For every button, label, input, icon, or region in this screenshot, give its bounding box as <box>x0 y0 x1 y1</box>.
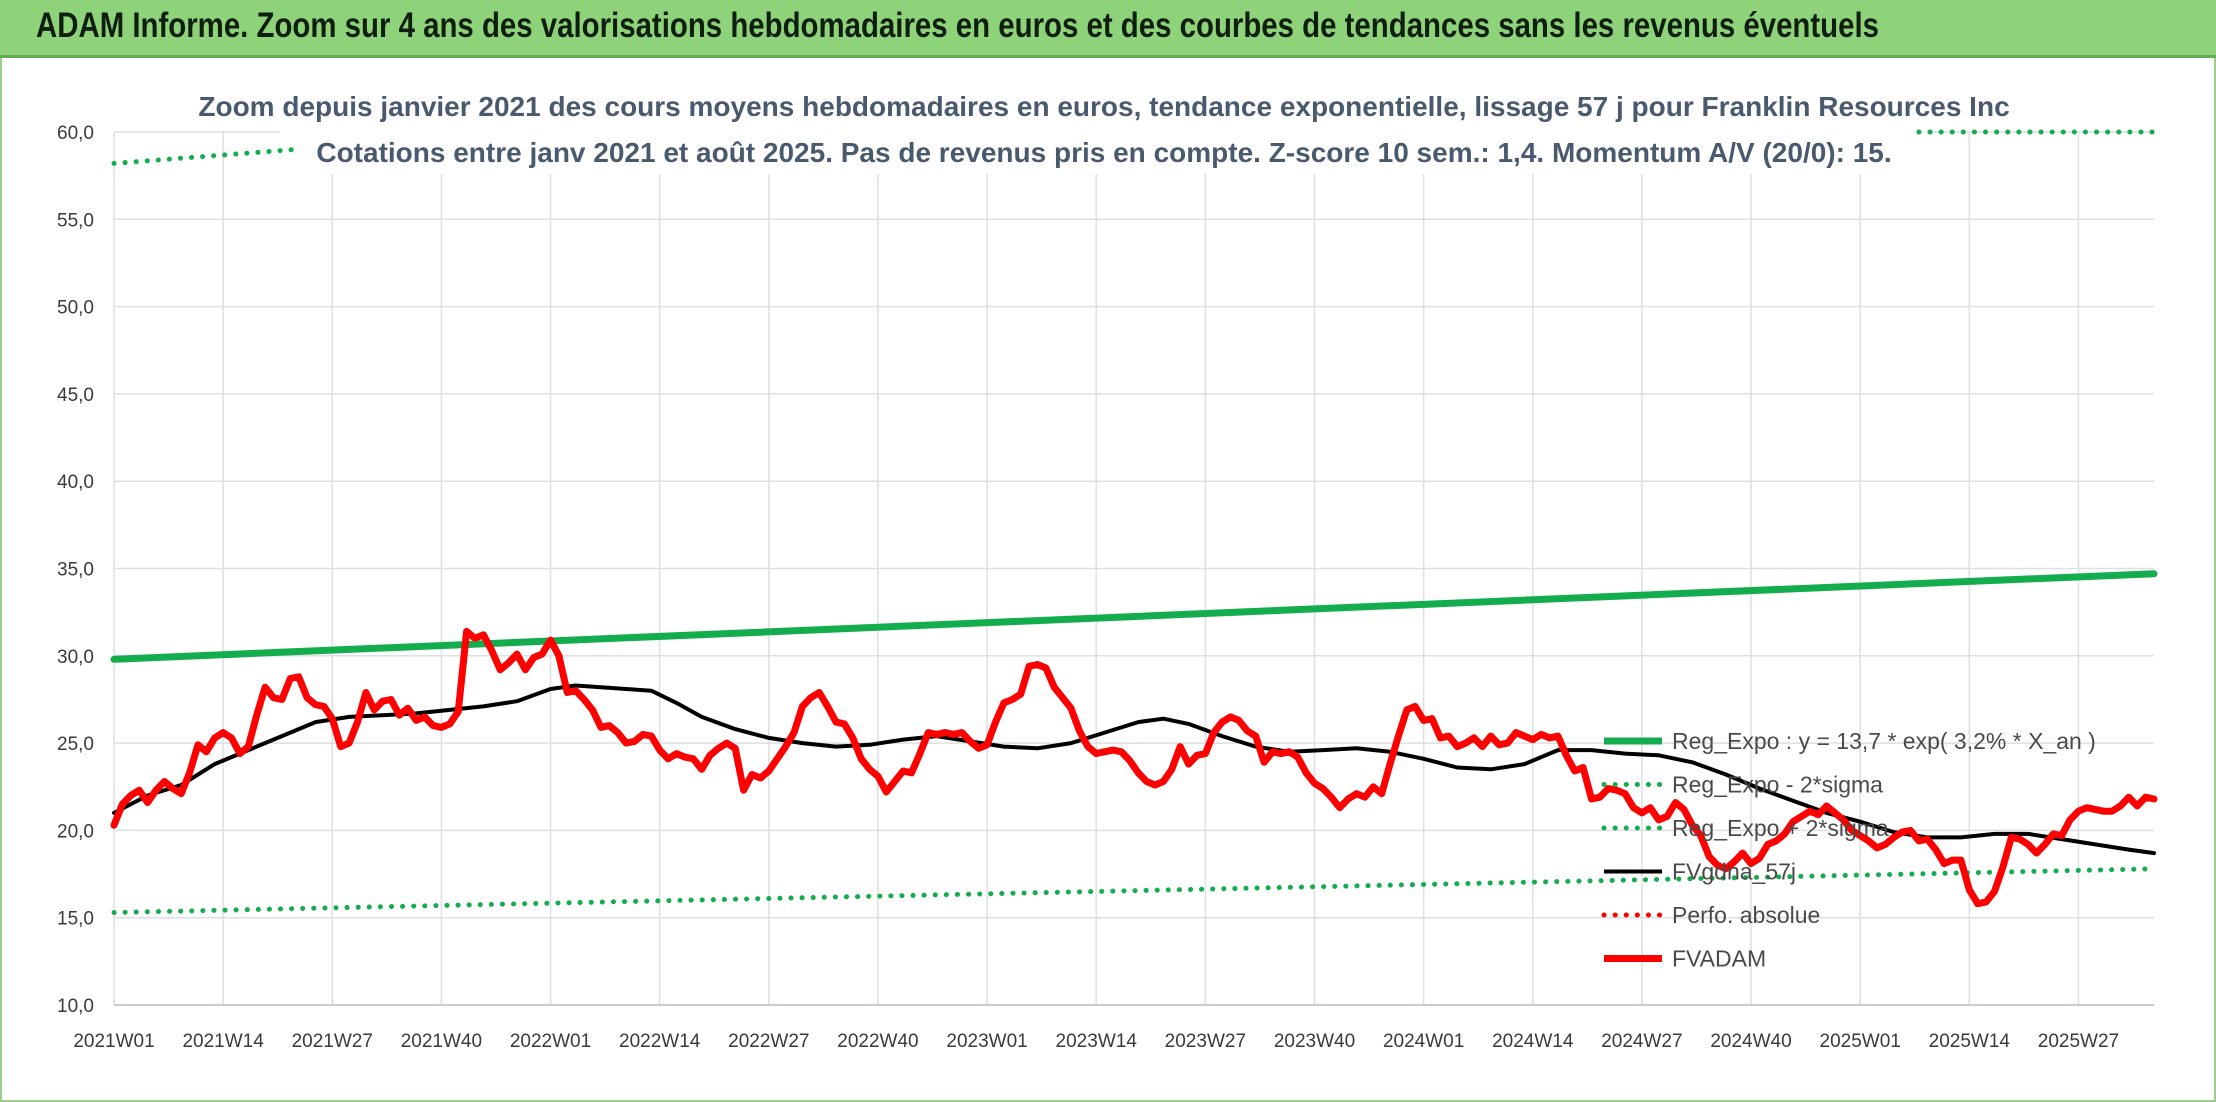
x-axis-tick-labels: 2021W01 2021W14 2021W27 2021W40 2022W01 2022W… <box>73 1031 2119 1052</box>
chart-grid <box>113 131 2154 1006</box>
x-tick-label: 2021W14 <box>182 1031 264 1052</box>
x-tick-label: 2022W27 <box>728 1031 809 1052</box>
x-tick-label: 2023W40 <box>1274 1031 1355 1052</box>
y-tick-label: 10,0 <box>57 996 94 1017</box>
x-tick-label: 2022W01 <box>510 1031 591 1052</box>
chart-series <box>110 129 2158 915</box>
x-tick-label: 2025W27 <box>2038 1031 2119 1052</box>
x-tick-label: 2021W40 <box>401 1031 482 1052</box>
legend-item-regexpo-minus-2sigma-label: Reg_Expo - 2*sigma <box>1672 772 1883 798</box>
report-banner: ADAM Informe. Zoom sur 4 ans des valoris… <box>0 0 2216 58</box>
y-tick-label: 30,0 <box>57 647 94 668</box>
x-tick-label: 2022W14 <box>619 1031 701 1052</box>
chart-legend: Reg_Expo : y = 13,7 * exp( 3,2% * X_an )… <box>1601 728 2096 972</box>
regexpo-line <box>110 570 2158 663</box>
fvadam-line <box>110 627 2158 908</box>
x-tick-label: 2021W01 <box>73 1031 154 1052</box>
y-tick-label: 45,0 <box>57 385 94 406</box>
x-tick-label: 2025W14 <box>1929 1031 2011 1052</box>
x-tick-label: 2024W40 <box>1710 1031 1791 1052</box>
x-tick-label: 2024W27 <box>1601 1031 1682 1052</box>
x-tick-label: 2024W14 <box>1492 1031 1574 1052</box>
y-tick-label: 50,0 <box>57 298 94 319</box>
y-tick-label: 35,0 <box>57 560 94 581</box>
y-axis-tick-labels: 10,0 15,0 20,0 25,0 30,0 35,0 40,0 45,0 50,0 55,0… <box>57 123 94 1017</box>
legend-item-fvadam-label: FVADAM <box>1672 946 1766 972</box>
x-tick-label: 2024W01 <box>1383 1031 1464 1052</box>
x-tick-label: 2021W27 <box>292 1031 373 1052</box>
regexpo-minus-2sigma-line <box>111 866 2157 915</box>
legend-item-regexpo-label: Reg_Expo : y = 13,7 * exp( 3,2% * X_an ) <box>1672 728 2096 754</box>
report-banner-title: ADAM Informe. Zoom sur 4 ans des valoris… <box>36 6 1880 45</box>
chart-title-background <box>280 82 1930 174</box>
x-tick-label: 2022W40 <box>837 1031 918 1052</box>
x-tick-label: 2023W27 <box>1165 1031 1246 1052</box>
y-tick-label: 15,0 <box>57 909 94 930</box>
y-tick-label: 55,0 <box>57 210 94 231</box>
y-tick-label: 40,0 <box>57 472 94 493</box>
fvgdna-57j-line <box>112 683 2156 856</box>
x-tick-label: 2023W14 <box>1056 1031 1138 1052</box>
x-tick-label: 2025W01 <box>1820 1031 1901 1052</box>
regexpo-plus-2sigma-line <box>111 147 297 166</box>
chart-frame <box>0 58 2216 1102</box>
y-tick-label: 60,0 <box>57 123 94 144</box>
y-tick-label: 25,0 <box>57 734 94 755</box>
legend-item-perfo-absolue-label: Perfo. absolue <box>1672 902 1820 928</box>
chart-title-line2: Cotations entre janv 2021 et août 2025. … <box>316 137 1891 168</box>
legend-item-fvgdna-57j-label: FVgdna_57j <box>1672 859 1796 885</box>
chart-title-line1: Zoom depuis janvier 2021 des cours moyen… <box>198 91 2009 122</box>
x-tick-label: 2023W01 <box>946 1031 1027 1052</box>
y-tick-label: 20,0 <box>57 821 94 842</box>
legend-item-regexpo-plus-2sigma-label: Reg_Expo + 2*sigma <box>1672 815 1889 841</box>
